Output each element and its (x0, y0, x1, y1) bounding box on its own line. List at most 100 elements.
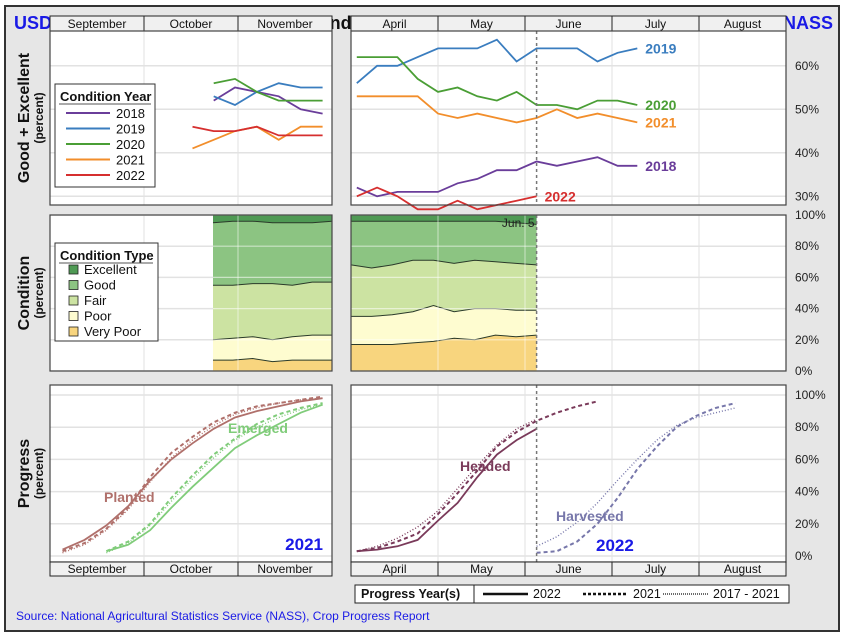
y-tick-label: 0% (795, 364, 813, 378)
ge-line-spring-2019 (356, 38, 638, 84)
cond-frame-right (350, 214, 787, 372)
progress-year-right: 2022 (596, 536, 634, 555)
prog-y-label: Progress (16, 439, 33, 508)
month-header-may: May (470, 17, 493, 31)
month-header-july: July (645, 17, 666, 31)
month-footer-june: June (555, 562, 581, 576)
source-note: Source: National Agricultural Statistics… (16, 609, 430, 623)
cond-area-spring-good (351, 221, 537, 268)
month-footer-april: April (382, 562, 406, 576)
legend-swatch-poor (68, 311, 79, 321)
cond-boundary-fall-fair (213, 281, 332, 286)
y-tick-label: 20% (795, 333, 819, 347)
prog-y-sublabel: (percent) (32, 448, 46, 499)
ge-frame-left (49, 30, 333, 206)
progress-year-left: 2021 (285, 535, 323, 554)
legend-label-2019: 2019 (116, 122, 145, 137)
cond-area-fall-good (213, 221, 332, 286)
cond-boundary-fall-very_poor (213, 357, 332, 363)
legend-box (54, 242, 159, 342)
legend-swatch-fair (68, 295, 79, 306)
y-tick-label: 20% (795, 517, 819, 531)
legend-label-2022: 2022 (116, 168, 145, 183)
progress-line-harvested-dotted (536, 407, 736, 547)
prog-panel-right (351, 385, 786, 562)
cond-y-sublabel: (percent) (32, 267, 46, 318)
month-footer-october: October (170, 562, 213, 576)
month-header-november: November (257, 17, 312, 31)
progress-years-legend: Progress Year(s) 2022 2021 2017 - 2021 (354, 584, 790, 604)
ge-frame-right (350, 30, 787, 206)
ge-y-sublabel: (percent) (32, 92, 46, 143)
month-footer-right (350, 561, 787, 577)
legend-label-fair: Fair (84, 293, 107, 308)
legend-box (54, 83, 156, 188)
legend-swatch-good (68, 280, 79, 290)
cond-y-label: Condition (16, 256, 33, 331)
month-footer-august: August (724, 562, 762, 576)
month-header-september: September (68, 17, 127, 31)
ge-line-fall-2018 (213, 86, 323, 115)
legend-title: Condition Type (60, 248, 154, 263)
stage-label-planted: Planted (104, 489, 155, 505)
current-week-label: Jun. 5 (502, 216, 535, 230)
y-tick-label: 30% (795, 189, 819, 203)
month-footer-july: July (645, 562, 666, 576)
month-footer-november: November (257, 562, 312, 576)
y-tick-label: 0% (795, 549, 813, 563)
nass-logo: NASS (783, 13, 833, 33)
month-footer-left (49, 561, 333, 577)
ge-end-label-2021: 2021 (645, 114, 676, 130)
y-tick-label: 60% (795, 270, 819, 284)
legend-label-very-poor: Very Poor (84, 324, 142, 339)
month-footer-may: May (470, 562, 493, 576)
y-tick-label: 60% (795, 452, 819, 466)
cond-area-spring-very-poor (351, 335, 537, 371)
ge-end-label-2022: 2022 (545, 188, 576, 204)
month-header-october: October (170, 17, 213, 31)
legend-label-dotted: 2017 - 2021 (713, 587, 780, 601)
y-tick-label: 100% (795, 388, 826, 402)
stage-label-harvested: Harvested (556, 508, 624, 524)
legend-title: Condition Year (60, 89, 152, 104)
progress-line-planted-dashed (62, 395, 323, 553)
legend-title: Progress Year(s) (361, 587, 460, 601)
y-tick-label: 100% (795, 208, 826, 222)
cond-area-spring-excellent (351, 215, 537, 225)
condition-type-legend: Condition TypeExcellentGoodFairPoorVery … (54, 242, 159, 342)
ge-line-spring-2018 (356, 156, 638, 198)
ge-y-label: Good + Excellent (16, 52, 33, 183)
ge-end-label-2018: 2018 (645, 158, 676, 174)
month-header-june: June (555, 17, 581, 31)
y-tick-label: 40% (795, 146, 819, 160)
stage-label-emerged: Emerged (228, 420, 288, 436)
stage-label-headed: Headed (460, 458, 511, 474)
cond-boundary-fall-good (212, 220, 333, 224)
legend-label-dashed: 2021 (633, 587, 661, 601)
cond-frame-left (49, 214, 333, 372)
y-tick-label: 40% (795, 485, 819, 499)
progress-line-headed-solid (356, 428, 538, 553)
cond-boundary-spring-good (351, 220, 537, 225)
legend-label-2020: 2020 (116, 137, 145, 152)
legend-label-good: Good (84, 278, 116, 293)
progress-line-emerged-solid (106, 403, 323, 553)
cond-area-spring-poor (351, 305, 537, 345)
legend-label-excellent: Excellent (84, 262, 137, 277)
legend-label-2018: 2018 (116, 106, 145, 121)
y-tick-label: 80% (795, 420, 819, 434)
ge-line-spring-2021 (356, 95, 638, 124)
ge-line-fall-2019 (213, 82, 323, 107)
ge-end-label-2019: 2019 (645, 40, 676, 56)
ge-end-label-2020: 2020 (645, 97, 676, 113)
month-header-august: August (724, 17, 762, 31)
progress-line-emerged-dotted (106, 404, 323, 554)
y-tick-label: 40% (795, 302, 819, 316)
cond-area-fall-poor (213, 335, 332, 362)
progress-line-emerged-dashed (105, 402, 323, 553)
legend-box (354, 584, 790, 604)
cond-boundary-spring-fair (350, 259, 537, 269)
legend-label-2021: 2021 (116, 153, 145, 168)
